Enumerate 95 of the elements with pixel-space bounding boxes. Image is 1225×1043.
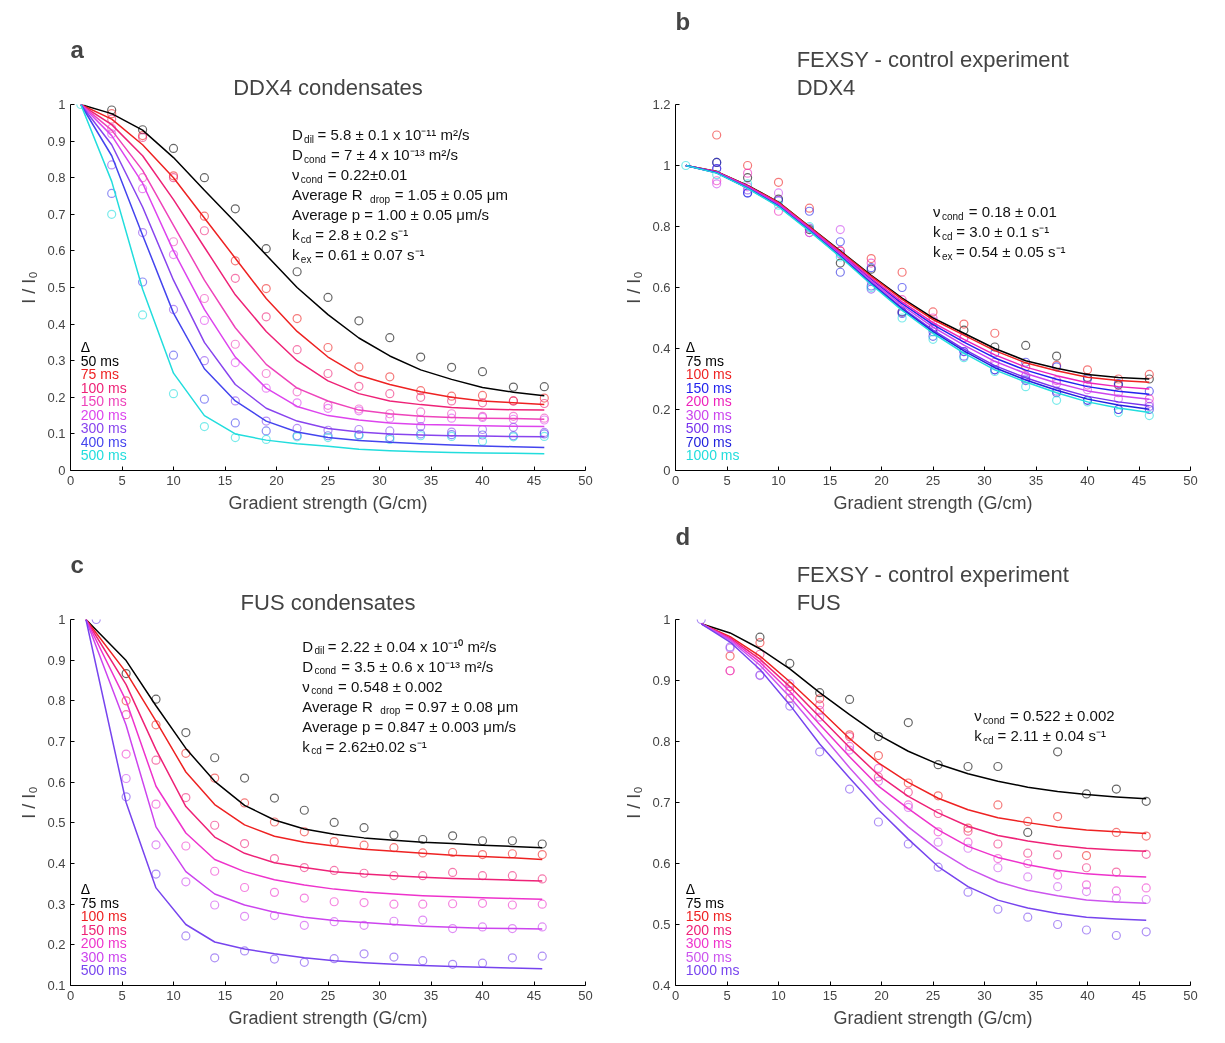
- x-tick-label: 10: [771, 987, 786, 1003]
- text: 1000 ms: [685, 962, 740, 979]
- chart-title: FEXSY - control experiment DDX4: [796, 47, 1069, 100]
- y-tick-label: 0.5: [652, 917, 671, 932]
- x-tick-label: 35: [1028, 472, 1044, 488]
- x-tick-label: 15: [217, 472, 233, 488]
- x-tick-label: 45: [526, 987, 542, 1003]
- text: d: [675, 522, 691, 550]
- y-tick-label: 0.6: [47, 774, 66, 790]
- text: 500 ms: [80, 962, 127, 979]
- y-tick-label: 0.2: [47, 937, 66, 953]
- x-tick-label: 15: [822, 987, 838, 1003]
- x-tick-label: 10: [166, 987, 181, 1003]
- y-tick-label: 0.9: [47, 652, 66, 668]
- y-tick-label: 0.8: [652, 219, 671, 234]
- y-tick-label: 0.8: [47, 170, 66, 186]
- y-tick-label: 0.5: [47, 815, 66, 831]
- x-tick-label: 20: [874, 987, 889, 1003]
- x-tick-label: 30: [372, 987, 387, 1003]
- y-tick-label: 1: [663, 612, 671, 627]
- x-tick-label: 15: [217, 987, 233, 1003]
- chart-title: FEXSY - control experiment FUS: [796, 562, 1069, 615]
- x-tick-label: 30: [977, 472, 992, 488]
- x-tick-label: 35: [423, 472, 439, 488]
- y-tick-label: 0.4: [652, 978, 671, 993]
- x-tick-label: 35: [1028, 987, 1044, 1003]
- x-tick-label: 45: [526, 472, 542, 488]
- text: a: [70, 35, 85, 63]
- y-axis-title: I / I₀: [624, 271, 645, 304]
- y-tick-label: 0.4: [47, 856, 66, 871]
- y-tick-label: 0.3: [47, 353, 66, 369]
- y-tick-label: 0.8: [652, 734, 671, 749]
- y-tick-label: 0.6: [652, 280, 671, 295]
- x-tick-label: 25: [320, 472, 336, 488]
- y-tick-label: 0.7: [47, 206, 66, 222]
- y-tick-label: 0.4: [652, 341, 671, 356]
- text: 500 ms: [80, 447, 127, 464]
- x-tick-label: 5: [723, 472, 731, 488]
- x-tick-label: 50: [578, 472, 593, 488]
- x-tick-label: 15: [822, 472, 838, 488]
- y-axis-title: I / I₀: [624, 786, 645, 819]
- x-tick-label: 40: [1080, 987, 1095, 1003]
- y-tick-label: 0.2: [652, 402, 671, 417]
- x-tick-label: 5: [118, 987, 126, 1003]
- x-tick-label: 25: [925, 987, 941, 1003]
- x-tick-label: 50: [1183, 472, 1198, 488]
- x-tick-label: 25: [320, 987, 336, 1003]
- x-axis-title: Gradient strength (G/cm): [833, 1007, 1033, 1028]
- y-tick-label: 0.1: [47, 978, 66, 993]
- x-tick-label: 10: [166, 472, 181, 488]
- text: b: [675, 7, 691, 35]
- y-tick-label: 0.3: [47, 896, 66, 912]
- x-tick-label: 5: [723, 987, 731, 1003]
- x-tick-label: 10: [771, 472, 786, 488]
- y-tick-label: 0.6: [652, 856, 671, 871]
- chart-title: FUS condensates: [240, 589, 416, 615]
- x-tick-label: 40: [1080, 472, 1095, 488]
- x-tick-label: 50: [578, 987, 593, 1003]
- y-tick-label: 0.2: [47, 389, 66, 405]
- y-tick-label: 0.5: [47, 280, 66, 295]
- x-axis-title: Gradient strength (G/cm): [228, 492, 428, 513]
- x-tick-label: 20: [874, 472, 889, 488]
- x-tick-label: 50: [1183, 987, 1198, 1003]
- text: 1000 ms: [685, 447, 740, 464]
- x-tick-label: 40: [475, 987, 490, 1003]
- text: c: [70, 550, 84, 578]
- x-tick-label: 45: [1131, 472, 1147, 488]
- y-axis-title: I / I₀: [19, 786, 40, 819]
- chart-title: DDX4 condensates: [233, 74, 423, 100]
- x-tick-label: 5: [118, 472, 126, 488]
- y-axis-title: I / I₀: [19, 271, 40, 304]
- x-tick-label: 20: [269, 472, 284, 488]
- y-tick-label: 0.6: [47, 243, 66, 259]
- y-tick-label: 1: [58, 612, 66, 627]
- x-axis-title: Gradient strength (G/cm): [833, 492, 1033, 513]
- x-tick-label: 30: [372, 472, 387, 488]
- y-tick-label: 1.2: [652, 97, 671, 112]
- y-tick-label: 1: [58, 97, 66, 112]
- x-tick-label: 30: [977, 987, 992, 1003]
- x-tick-label: 20: [269, 987, 284, 1003]
- x-tick-label: 45: [1131, 987, 1147, 1003]
- y-tick-label: 0.4: [47, 316, 66, 332]
- y-tick-label: 0.9: [652, 673, 671, 688]
- annotation: Average p = 0.847 ± 0.003 μm/s: [302, 717, 517, 735]
- y-tick-label: 0.8: [47, 693, 66, 709]
- y-tick-label: 0.7: [47, 734, 66, 749]
- x-tick-label: 35: [423, 987, 439, 1003]
- y-tick-label: 0.9: [47, 133, 66, 149]
- y-tick-label: 1: [663, 158, 671, 173]
- x-axis-title: Gradient strength (G/cm): [228, 1007, 428, 1028]
- x-tick-label: 25: [925, 472, 941, 488]
- x-tick-label: 40: [475, 472, 490, 488]
- annotation: Average p = 1.00 ± 0.05 μm/s: [291, 206, 490, 224]
- y-tick-label: 0.1: [47, 426, 66, 442]
- y-tick-label: 0.7: [652, 795, 671, 810]
